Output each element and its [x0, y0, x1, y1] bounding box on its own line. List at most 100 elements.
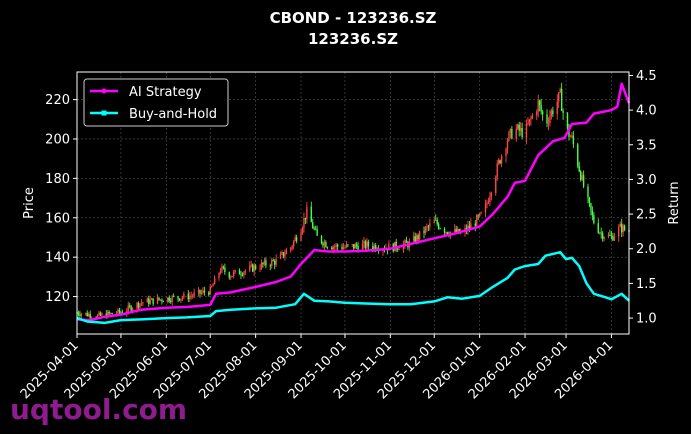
candle-body	[250, 264, 252, 266]
candle-body	[587, 186, 589, 198]
candle-body	[241, 274, 244, 276]
candle-body	[478, 213, 481, 217]
candle-body	[117, 309, 119, 314]
candle-body	[127, 305, 129, 312]
right-axis: 1.0 1.5 2.0 2.5 3.0 3.5 4.0 4.5	[629, 69, 657, 327]
candle-body	[612, 236, 614, 241]
candle-body	[547, 123, 550, 124]
candle-body	[388, 243, 390, 251]
candle-body	[172, 296, 175, 297]
candle-body	[607, 234, 610, 238]
candle-body	[357, 246, 359, 251]
candle-body	[623, 225, 626, 230]
candle-body	[367, 241, 370, 247]
candle-body	[168, 297, 170, 302]
candle-body	[300, 232, 302, 241]
candle-body	[581, 175, 583, 180]
candle-body	[477, 215, 479, 217]
candle-body	[474, 223, 476, 226]
candle-body	[509, 128, 512, 133]
candle-body	[306, 206, 308, 220]
candle-body	[439, 228, 441, 230]
candle-body	[148, 298, 150, 304]
candle-body	[303, 218, 305, 228]
candle-body	[285, 250, 288, 255]
candle-body	[325, 242, 327, 248]
candle-body	[131, 308, 134, 311]
candle-body	[159, 299, 162, 301]
candle-body	[152, 298, 154, 304]
candle-body	[413, 236, 415, 242]
candle-body	[294, 237, 296, 242]
candle-body	[562, 110, 564, 113]
legend-ai-strategy-marker	[101, 88, 107, 94]
chart-subtitle: 123236.SZ	[308, 30, 398, 48]
candle-body	[320, 235, 323, 243]
candle-body	[222, 266, 225, 268]
candle-body	[572, 135, 575, 145]
candle-body	[120, 312, 122, 314]
legend-buy-and-hold-label: Buy-and-Hold	[129, 107, 217, 122]
candle-body	[476, 215, 478, 226]
candle-body	[500, 155, 503, 164]
candle-body	[197, 289, 200, 293]
candle-body	[373, 245, 375, 250]
candle-body	[619, 223, 621, 227]
candle-body	[80, 313, 83, 316]
candle-body	[183, 293, 185, 298]
candle-body	[618, 226, 620, 237]
candle-body	[161, 299, 163, 302]
candle-body	[209, 286, 211, 295]
candle-body	[335, 244, 337, 247]
candle-body	[178, 298, 181, 301]
candle-body	[269, 265, 271, 267]
candlestick-series	[76, 82, 630, 322]
candle-body	[550, 110, 553, 117]
candle-body	[85, 312, 87, 314]
candle-body	[224, 267, 226, 273]
candle-body	[243, 272, 245, 276]
candle-body	[177, 296, 179, 299]
candle-body	[559, 88, 561, 93]
candle-body	[355, 244, 358, 247]
candle-body	[541, 111, 544, 115]
candle-body	[521, 127, 523, 138]
candle-body	[496, 163, 498, 178]
candle-body	[435, 219, 437, 221]
candle-body	[293, 241, 295, 247]
candle-body	[436, 219, 438, 225]
candle-body	[156, 297, 159, 304]
candle-body	[622, 225, 624, 233]
candle-body	[405, 240, 408, 243]
candle-body	[312, 222, 314, 229]
candle-body	[537, 100, 539, 112]
candle-body	[590, 203, 592, 211]
candle-body	[341, 246, 343, 250]
candle-body	[310, 206, 312, 223]
candle-body	[600, 232, 602, 234]
plot-frame	[76, 71, 630, 335]
candle-body	[344, 247, 346, 249]
candle-body	[519, 127, 522, 131]
candle-body	[351, 244, 353, 246]
candle-body	[252, 264, 254, 272]
candle-body	[295, 237, 298, 241]
candle-body	[591, 210, 594, 216]
candle-body	[202, 290, 204, 293]
candle-body	[414, 236, 416, 243]
candle-body	[99, 312, 102, 316]
candle-body	[316, 229, 318, 236]
candle-body	[508, 132, 510, 141]
candle-body	[259, 268, 261, 270]
candle-body	[495, 177, 497, 194]
candle-body	[139, 303, 141, 308]
candle-body	[601, 233, 604, 239]
candle-body	[398, 249, 400, 251]
candle-body	[96, 315, 99, 319]
candle-body	[552, 110, 554, 114]
candle-body	[456, 228, 459, 233]
candle-body	[101, 313, 103, 316]
candle-body	[190, 295, 192, 297]
candle-body	[111, 312, 113, 315]
